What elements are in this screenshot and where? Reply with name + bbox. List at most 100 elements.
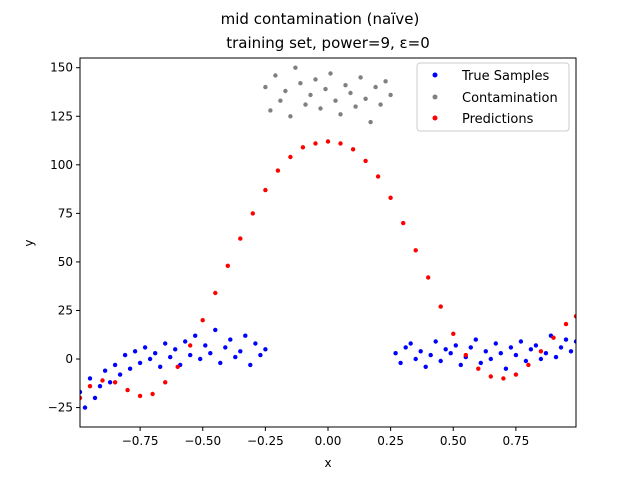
point-true-samples: [208, 351, 213, 356]
point-true-samples: [493, 341, 498, 346]
point-true-samples: [213, 327, 218, 333]
point-true-samples: [238, 349, 243, 354]
point-predictions: [100, 378, 105, 383]
point-contamination: [313, 77, 318, 82]
point-true-samples: [203, 343, 208, 348]
point-true-samples: [142, 345, 148, 350]
point-true-samples: [188, 352, 193, 358]
y-axis-ticks: −25 0 25 50 75 100 125 150: [48, 61, 80, 415]
point-true-samples: [553, 354, 559, 360]
point-predictions: [526, 362, 531, 368]
point-true-samples: [107, 380, 113, 385]
point-predictions: [551, 335, 556, 340]
point-true-samples: [428, 352, 433, 358]
legend-marker-predictions: [432, 115, 438, 121]
point-predictions: [488, 374, 493, 379]
y-tick-label: 0: [65, 352, 73, 366]
plot-area: [80, 65, 576, 410]
point-true-samples: [163, 341, 168, 346]
point-predictions: [163, 380, 168, 385]
point-true-samples: [448, 351, 453, 356]
point-contamination: [273, 73, 278, 78]
point-true-samples: [518, 339, 524, 344]
point-contamination: [368, 119, 373, 125]
x-tick-label: 0.50: [440, 434, 467, 448]
point-contamination: [323, 86, 328, 92]
point-contamination: [328, 71, 333, 76]
point-contamination: [343, 83, 348, 88]
point-contamination: [333, 98, 338, 103]
y-tick-label: 25: [58, 303, 73, 317]
point-true-samples: [558, 345, 564, 350]
point-true-samples: [243, 333, 248, 338]
y-axis-label: y: [22, 239, 36, 246]
point-true-samples: [158, 364, 163, 369]
point-true-samples: [538, 356, 544, 362]
point-true-samples: [513, 352, 519, 358]
point-contamination: [378, 102, 383, 107]
point-predictions: [501, 376, 506, 381]
point-true-samples: [173, 347, 178, 352]
point-true-samples: [438, 358, 443, 364]
point-predictions: [263, 187, 268, 193]
point-true-samples: [568, 349, 574, 354]
point-true-samples: [478, 360, 483, 366]
point-true-samples: [132, 349, 138, 354]
point-predictions: [438, 304, 443, 309]
x-tick-label: 0.25: [377, 434, 404, 448]
point-true-samples: [198, 356, 203, 362]
y-tick-label: −25: [48, 401, 73, 415]
legend-marker-contamination: [432, 94, 438, 100]
point-true-samples: [458, 362, 463, 368]
legend-label-true-samples: True Samples: [461, 69, 549, 84]
point-predictions: [313, 141, 318, 146]
point-contamination: [303, 102, 308, 107]
legend-marker-true-samples: [432, 72, 438, 78]
point-true-samples: [117, 372, 123, 377]
point-predictions: [350, 147, 356, 152]
point-true-samples: [137, 360, 143, 366]
point-predictions: [513, 372, 519, 377]
point-contamination: [373, 84, 378, 90]
point-predictions: [375, 174, 381, 179]
point-true-samples: [127, 366, 133, 371]
point-predictions: [87, 384, 93, 389]
point-true-samples: [413, 356, 418, 362]
point-true-samples: [403, 345, 408, 350]
point-predictions: [413, 248, 418, 253]
point-true-samples: [488, 356, 493, 362]
point-predictions: [538, 349, 544, 354]
point-true-samples: [263, 347, 268, 352]
point-predictions: [250, 211, 255, 216]
point-true-samples: [82, 405, 88, 410]
x-axis-label: x: [324, 456, 331, 470]
point-predictions: [213, 290, 218, 296]
point-contamination: [263, 84, 268, 90]
point-predictions: [463, 352, 468, 358]
point-true-samples: [248, 362, 253, 368]
legend-frame: [416, 62, 570, 132]
point-predictions: [80, 395, 83, 401]
point-predictions: [175, 364, 180, 369]
point-contamination: [348, 90, 353, 96]
point-true-samples: [228, 337, 233, 342]
point-true-samples: [408, 341, 413, 346]
point-true-samples: [168, 354, 173, 360]
point-true-samples: [523, 358, 529, 364]
point-true-samples: [563, 337, 569, 342]
point-true-samples: [473, 337, 478, 342]
point-contamination: [363, 96, 368, 102]
chart-title: training set, power=9, ε=0: [226, 34, 430, 52]
point-contamination: [353, 104, 358, 109]
point-true-samples: [398, 360, 403, 366]
point-true-samples: [112, 362, 118, 368]
point-predictions: [137, 393, 143, 399]
point-true-samples: [122, 352, 128, 358]
point-contamination: [383, 79, 388, 84]
point-true-samples: [223, 345, 228, 350]
point-predictions: [325, 139, 331, 144]
point-predictions: [275, 168, 281, 173]
point-contamination: [338, 112, 343, 117]
point-true-samples: [218, 360, 223, 366]
